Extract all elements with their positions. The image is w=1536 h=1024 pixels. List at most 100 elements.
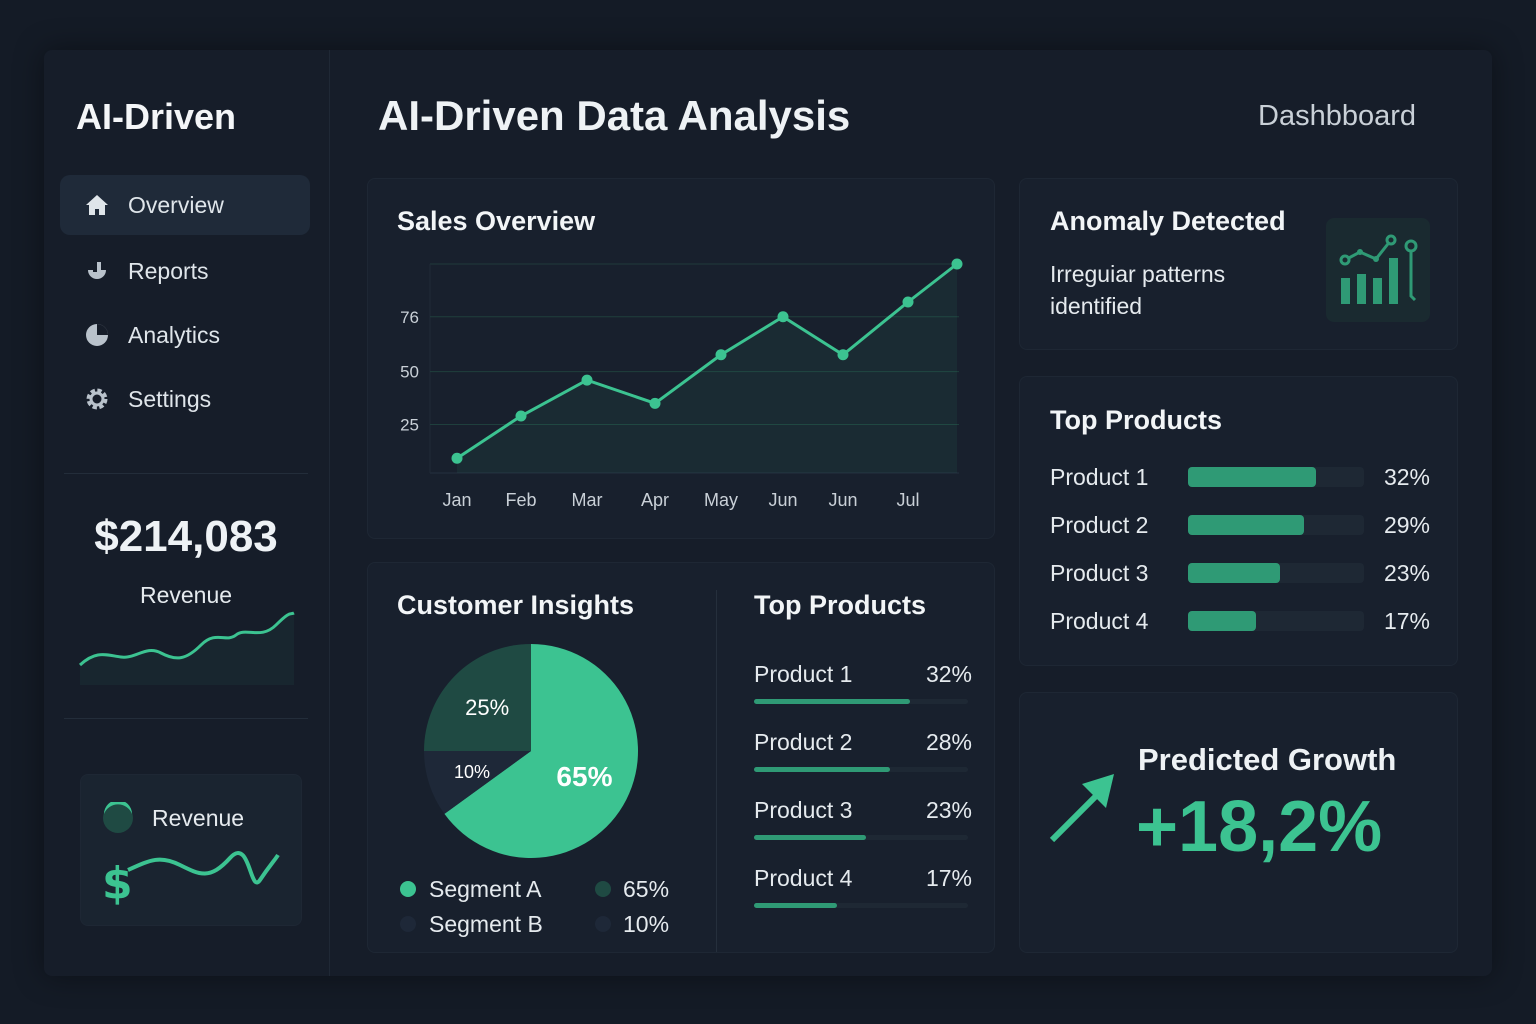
divider bbox=[64, 718, 308, 719]
pie-slice bbox=[444, 644, 638, 858]
product-percent: 32% bbox=[1383, 464, 1430, 490]
product-bar-track bbox=[1188, 467, 1364, 487]
divider bbox=[716, 590, 717, 952]
sales-line-chart: 25 50 76 Jan Feb Mar Apr May Jun Jun Jul bbox=[400, 258, 963, 510]
anomaly-text-1: Irreguiar patterns bbox=[1050, 261, 1226, 287]
anomaly-chart-icon bbox=[1326, 218, 1430, 322]
product-bar-fill bbox=[754, 835, 866, 840]
y-tick-label: 25 bbox=[400, 415, 419, 434]
segment-pie-chart: 65% 10% 25% bbox=[424, 644, 638, 858]
predicted-growth-value: +18,2% bbox=[1136, 787, 1383, 867]
pie-label: 65% bbox=[556, 761, 612, 792]
revenue-label: Revenue bbox=[139, 582, 233, 608]
revenue-card bbox=[80, 774, 302, 926]
product-bar-track bbox=[754, 835, 968, 840]
predicted-growth-title: Predicted Growth bbox=[1138, 742, 1397, 777]
legend-value-segment-a: 65% bbox=[623, 876, 670, 902]
data-point bbox=[581, 374, 593, 386]
x-tick-label: May bbox=[704, 490, 738, 510]
revenue-card-label: Revenue bbox=[152, 805, 245, 831]
sidebar-item-settings[interactable]: Settings bbox=[60, 369, 310, 429]
legend-value-segment-b: 10% bbox=[623, 911, 670, 937]
sidebar-item-label: Analytics bbox=[128, 321, 221, 348]
sidebar bbox=[44, 50, 330, 976]
product-name: Product 2 bbox=[754, 729, 853, 755]
legend-swatch-10 bbox=[595, 916, 611, 932]
sidebar-item-label: Overview bbox=[128, 191, 224, 218]
home-icon bbox=[84, 192, 110, 218]
product-name: Product 2 bbox=[1050, 512, 1149, 538]
data-point bbox=[515, 410, 527, 422]
dollar-wave-icon: $ bbox=[102, 851, 280, 909]
product-bar-track bbox=[1188, 563, 1364, 583]
sidebar-item-overview[interactable]: Overview bbox=[60, 175, 310, 235]
dashboard-label: Dashbboard bbox=[1258, 100, 1416, 132]
data-point bbox=[649, 397, 661, 409]
data-point bbox=[777, 311, 789, 323]
x-tick-label: Jun bbox=[768, 490, 797, 510]
pie-label: 25% bbox=[465, 695, 509, 720]
sidebar-item-label: Reports bbox=[128, 257, 209, 284]
sidebar-item-analytics[interactable]: Analytics bbox=[60, 305, 310, 365]
x-tick-label: Feb bbox=[505, 490, 536, 510]
legend-label-segment-a: Segment A bbox=[429, 876, 542, 902]
x-tick-label: Jul bbox=[896, 490, 919, 510]
reports-icon bbox=[84, 258, 110, 284]
sidebar-item-reports[interactable]: Reports bbox=[60, 241, 310, 301]
product-name: Product 3 bbox=[754, 797, 853, 823]
product-bar-fill bbox=[754, 699, 910, 704]
product-name: Product 1 bbox=[1050, 464, 1149, 490]
product-percent: 28% bbox=[925, 729, 972, 755]
pie-icon bbox=[84, 322, 110, 348]
anomaly-title: Anomaly Detected bbox=[1050, 206, 1286, 236]
pie-slice bbox=[424, 751, 531, 814]
product-name: Product 3 bbox=[1050, 560, 1149, 586]
data-point bbox=[902, 296, 914, 308]
pie-slice bbox=[424, 644, 531, 751]
product-percent: 23% bbox=[1383, 560, 1430, 586]
product-bar-fill bbox=[1188, 611, 1256, 631]
sales-overview-title: Sales Overview bbox=[397, 206, 596, 236]
data-point bbox=[951, 258, 963, 270]
data-point bbox=[451, 452, 463, 464]
product-bar-fill bbox=[754, 767, 891, 772]
top-products-title: Top Products bbox=[1050, 405, 1222, 435]
product-percent: 17% bbox=[1383, 608, 1430, 634]
x-tick-label: Mar bbox=[572, 490, 603, 510]
data-point bbox=[837, 349, 849, 361]
x-tick-label: Jan bbox=[442, 490, 471, 510]
product-bar-track bbox=[754, 767, 968, 772]
y-tick-label: 76 bbox=[400, 308, 419, 327]
product-bar-fill bbox=[754, 903, 837, 908]
svg-text:$: $ bbox=[102, 858, 133, 909]
data-point bbox=[715, 349, 727, 361]
anomaly-text-2: identified bbox=[1050, 293, 1143, 319]
product-percent: 23% bbox=[925, 797, 972, 823]
sales-overview-card bbox=[367, 178, 995, 539]
product-name: Product 4 bbox=[1050, 608, 1149, 634]
customer-insights-title: Customer Insights bbox=[397, 590, 635, 620]
product-bar-fill bbox=[1188, 563, 1280, 583]
product-bar-track bbox=[754, 903, 968, 908]
product-name: Product 4 bbox=[754, 865, 853, 891]
legend-swatch-segment-b bbox=[400, 916, 416, 932]
brand-logo: AI-Driven bbox=[76, 96, 237, 137]
product-bar-track bbox=[1188, 611, 1364, 631]
area-fill bbox=[457, 264, 957, 473]
product-bar-fill bbox=[1188, 515, 1304, 535]
gear-icon bbox=[84, 386, 110, 412]
legend-label-segment-b: Segment B bbox=[429, 911, 543, 937]
legend-swatch-65 bbox=[595, 881, 611, 897]
sidebar-item-label: Settings bbox=[128, 385, 212, 412]
predicted-growth-card bbox=[1019, 692, 1458, 953]
x-tick-label: Apr bbox=[641, 490, 669, 510]
product-percent: 29% bbox=[1383, 512, 1430, 538]
x-tick-label: Jun bbox=[828, 490, 857, 510]
revenue-badge-icon bbox=[103, 802, 133, 833]
top-products-mid-title: Top Products bbox=[754, 590, 926, 620]
revenue-value: $214,083 bbox=[94, 512, 278, 561]
product-name: Product 1 bbox=[754, 661, 853, 687]
pie-label: 10% bbox=[454, 762, 490, 782]
product-bar-fill bbox=[1188, 467, 1316, 487]
revenue-sparkline bbox=[78, 611, 295, 685]
